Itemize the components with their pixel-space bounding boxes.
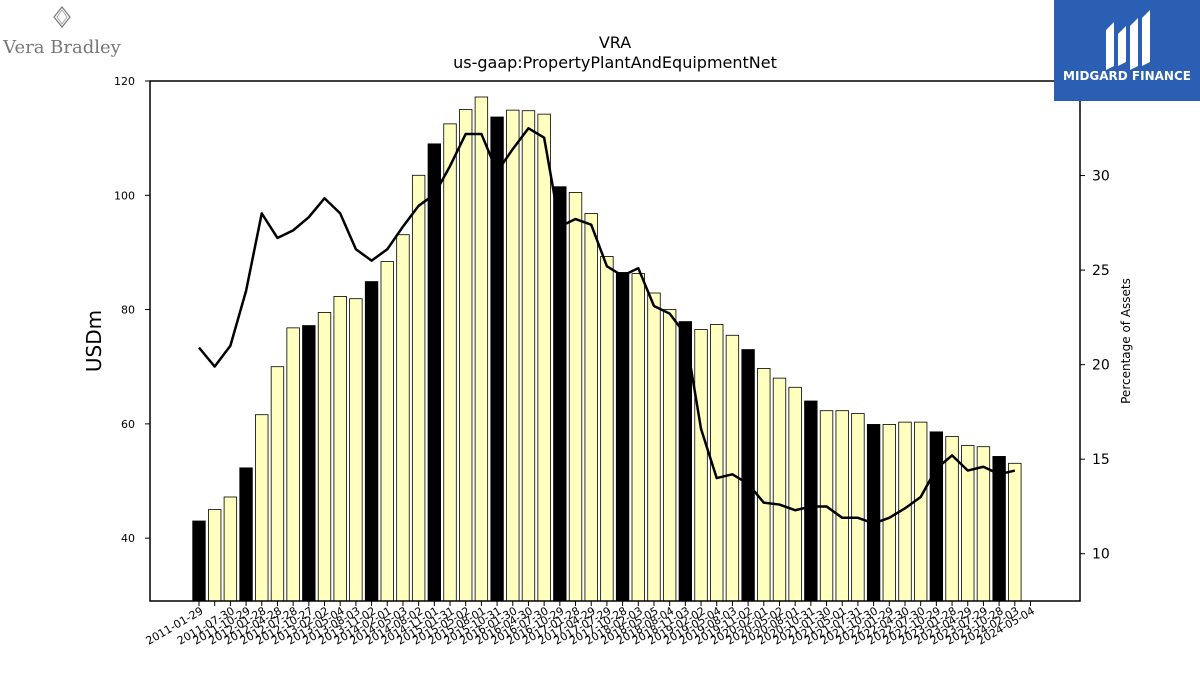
bar-2013-02-02	[317, 312, 332, 602]
bar-2013-11-02	[364, 281, 379, 602]
y2-tick-label: 20	[1092, 358, 1110, 374]
y-tick-label: 120	[114, 75, 135, 88]
midgard-finance-logo-icon: MIDGARD FINANCE	[1063, 10, 1191, 83]
bar-2014-08-02	[411, 174, 426, 602]
bar-2016-07-30	[537, 113, 551, 602]
y-tick-label: 80	[121, 304, 135, 317]
bar-2015-05-02	[459, 109, 473, 602]
bar-2017-10-28	[615, 272, 630, 602]
bar-2013-05-04	[333, 296, 347, 602]
bar-2011-01-29	[192, 520, 206, 602]
vera-bradley-logo: Vera Bradley	[2, 6, 122, 58]
right-y-axis: 10 15 20 25 30	[1080, 169, 1110, 563]
bar-2020-05-02	[772, 377, 787, 602]
bar-2020-10-31	[804, 400, 818, 602]
midgard-finance-wordmark: MIDGARD FINANCE	[1063, 69, 1191, 83]
percentage-of-assets-line	[198, 127, 1016, 525]
bar-2014-05-03	[396, 234, 410, 602]
bar-2016-10-29	[553, 186, 567, 602]
y2-tick-label: 25	[1092, 263, 1110, 279]
vera-bradley-diamond-logo-icon	[53, 6, 71, 28]
bar-2018-08-04	[662, 309, 677, 602]
bar-2019-08-03	[725, 334, 740, 602]
bar-2024-02-03	[1008, 462, 1022, 602]
bar-2023-10-28	[992, 456, 1006, 602]
bar-2022-07-30	[914, 421, 928, 602]
bar-2020-02-01	[757, 368, 771, 602]
bar-2011-10-29	[239, 467, 253, 602]
bar-2017-01-28	[568, 192, 583, 602]
bar-2018-05-05	[647, 292, 661, 602]
y2-tick-label: 15	[1092, 452, 1110, 468]
bar-2016-04-30	[521, 110, 536, 602]
bar-2012-01-28	[255, 414, 269, 602]
bar-2021-05-01	[835, 410, 849, 602]
bar-2013-08-03	[349, 298, 363, 602]
bar-2012-07-28	[286, 327, 300, 602]
bar-2016-01-30	[506, 109, 520, 602]
midgard-finance-logo: MIDGARD FINANCE	[1054, 0, 1200, 101]
bar-2021-07-31	[851, 413, 865, 602]
bar-2011-07-30	[223, 496, 238, 602]
x-axis: 2011-01-292011-07-302011-10-292012-01-28…	[144, 601, 1037, 648]
bar-2011-04-30	[208, 509, 222, 602]
bar-2018-02-03	[631, 273, 645, 602]
chart-subtitle: us-gaap:PropertyPlantAndEquipmentNet	[453, 53, 777, 72]
y2-axis-label: Percentage of Assets	[1119, 278, 1133, 404]
bar-2020-08-01	[788, 386, 802, 602]
bar-2012-04-28	[270, 366, 285, 602]
bar-2022-01-29	[882, 424, 896, 602]
bar-2019-02-02	[694, 329, 708, 602]
chart-title: VRA	[599, 33, 631, 52]
y2-tick-label: 30	[1092, 169, 1110, 185]
left-y-axis: 40 60 80 100 120	[114, 75, 150, 545]
line-series	[198, 127, 1016, 525]
bar-series	[192, 96, 1022, 602]
bar-2012-10-27	[302, 325, 316, 602]
bar-2015-01-31	[443, 123, 457, 602]
plot-frame	[149, 80, 1081, 602]
vera-bradley-wordmark: Vera Bradley	[2, 37, 122, 58]
bar-2014-02-01	[380, 261, 394, 602]
bar-2019-11-02	[741, 349, 755, 602]
y-axis-label: USDm	[82, 310, 106, 372]
y2-tick-label: 10	[1092, 547, 1110, 563]
y-tick-label: 40	[121, 532, 135, 545]
bar-2017-04-29	[584, 213, 598, 602]
bar-2015-08-01	[474, 96, 489, 602]
bar-2021-10-30	[866, 424, 881, 602]
y-tick-label: 100	[114, 189, 135, 202]
bar-2022-10-29	[929, 431, 944, 602]
bar-2014-11-01	[427, 143, 441, 602]
bar-2017-07-29	[600, 256, 614, 602]
bar-2015-10-31	[490, 116, 504, 602]
y-tick-label: 60	[121, 418, 135, 431]
